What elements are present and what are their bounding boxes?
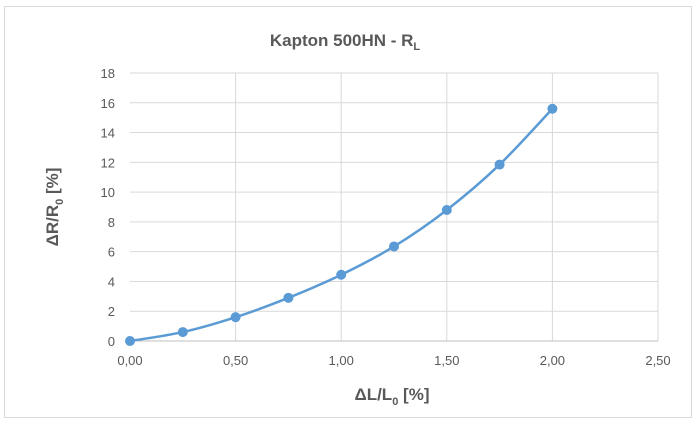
data-markers [125,103,558,346]
y-tick-label: 0 [108,334,115,349]
chart-title: Kapton 500HN - RL [270,31,421,53]
y-tick-label: 14 [101,126,115,141]
y-axis-ticks: 0 2 4 6 8 10 12 14 16 18 [101,66,115,349]
x-axis-ticks: 0,00 0,50 1,00 1,50 2,00 2,50 [117,353,670,368]
y-tick-label: 18 [101,66,115,81]
x-tick-label: 1,50 [434,353,459,368]
data-point [230,312,241,323]
y-tick-label: 8 [108,215,115,230]
x-axis-title: ΔL/L0 [%] [354,385,429,408]
data-point [441,204,452,215]
y-tick-label: 16 [101,96,115,111]
y-tick-label: 12 [101,155,115,170]
x-tick-label: 1,00 [329,353,354,368]
x-tick-label: 2,50 [645,353,670,368]
y-tick-label: 6 [108,245,115,260]
data-point [125,336,135,346]
y-tick-label: 2 [108,304,115,319]
gridlines [130,72,659,341]
data-point [547,103,558,114]
data-point [494,159,505,170]
chart-area [4,6,692,418]
data-point [389,241,399,252]
x-tick-label: 0,00 [117,353,142,368]
data-point [283,292,294,303]
x-tick-label: 2,00 [540,353,565,368]
data-point [177,327,188,338]
y-tick-label: 10 [101,185,115,200]
x-tick-label: 0,50 [223,353,248,368]
y-axis-title: ΔR/R0 [%] [43,168,66,247]
y-tick-label: 4 [108,274,115,289]
data-point [336,269,347,280]
